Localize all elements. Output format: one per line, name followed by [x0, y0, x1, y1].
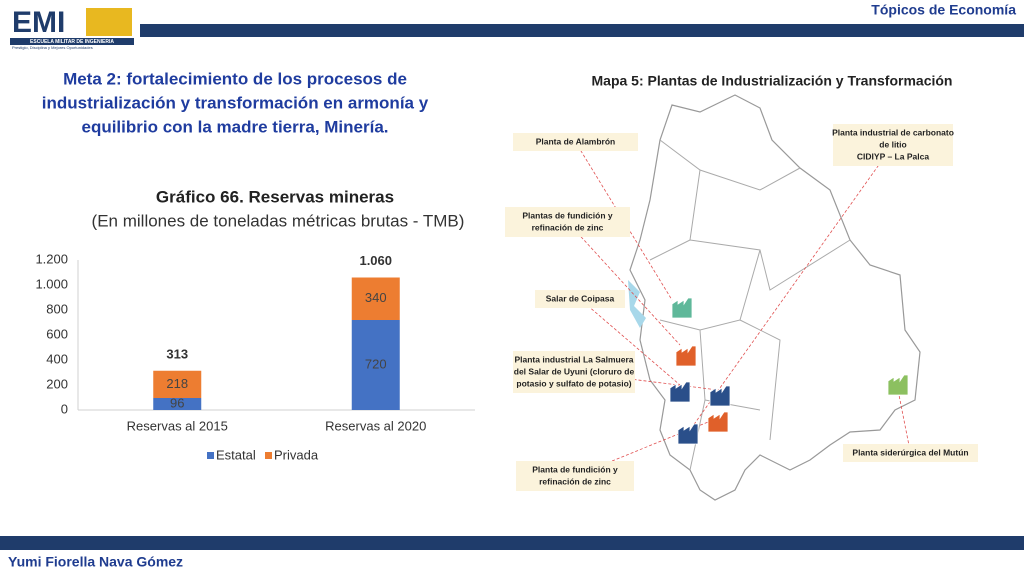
logo: EMI ESCUELA MILITAR DE INGENIERIA Presti… [8, 6, 136, 50]
logo-text: EMI [12, 6, 65, 39]
factory-icon [707, 411, 729, 433]
y-tick-label: 0 [61, 401, 68, 416]
map-label: potasio y sulfato de potasio) [516, 378, 631, 388]
leader-line [573, 371, 719, 391]
logo-motto: Prestigio, Disciplina y Mejores Oportuni… [12, 45, 93, 50]
y-tick-label: 400 [46, 351, 68, 366]
map-label-box [833, 124, 953, 166]
factory-icon [677, 423, 699, 445]
bar-segment [153, 370, 202, 398]
logo-castle [86, 8, 132, 36]
map-label-box [513, 133, 638, 151]
map-label: Planta siderúrgica del Mutún [852, 447, 968, 457]
map-label: Planta industrial de carbonato [832, 127, 954, 137]
map-label: refinación de zinc [532, 222, 604, 232]
map-label: del Salar de Uyuni (cloruro de [514, 366, 635, 376]
total-label: 1.060 [359, 253, 392, 268]
heading-line: industrialización y transformación en ar… [42, 93, 429, 112]
bar-segment [153, 398, 202, 410]
map-label-box [843, 444, 978, 462]
map-label-box [516, 461, 634, 491]
x-tick-label: Reservas al 2020 [325, 418, 426, 433]
factory-icon [709, 385, 731, 407]
map-label: Plantas de fundición y [522, 210, 612, 220]
segment-label: 340 [365, 290, 387, 305]
map-outline [629, 94, 921, 501]
y-tick-label: 800 [46, 301, 68, 316]
map-label: Planta de Alambrón [536, 136, 616, 146]
legend-label: Privada [274, 447, 319, 462]
bottom-bar [0, 536, 1024, 550]
logo-subtitle: ESCUELA MILITAR DE INGENIERIA [30, 39, 114, 45]
chart: 0 200 400 600 800 1.000 1.200 96 218 313 Reservas … [35, 251, 475, 462]
map-title: Mapa 5: Plantas de Industrialización y T… [592, 73, 953, 89]
leader-line [897, 389, 911, 454]
chart-subtitle: (En millones de toneladas métricas bruta… [92, 211, 465, 230]
map-label: Salar de Coipasa [546, 293, 615, 303]
topic: Tópicos de Economía [871, 2, 1016, 18]
y-tick-label: 1.200 [35, 251, 68, 266]
heading-line: equilibrio con la madre tierra, Minería. [81, 117, 388, 136]
total-label: 313 [166, 346, 188, 361]
bar-segment [351, 277, 400, 320]
factory-icon [669, 381, 691, 403]
map-label-box [505, 207, 630, 237]
legend-swatch [265, 452, 272, 459]
logo-band [10, 38, 134, 45]
segment-label: 96 [170, 395, 184, 410]
factory-icon [675, 345, 697, 367]
author: Yumi Fiorella Nava Gómez [8, 554, 183, 570]
department-borders [649, 139, 851, 471]
bar-segment [351, 320, 400, 410]
map-label: Planta de fundición y [532, 464, 618, 474]
legend-label: Estatal [216, 447, 256, 462]
salar [628, 280, 646, 328]
segment-label: 218 [166, 376, 188, 391]
top-bar [140, 24, 1024, 37]
chart-title: Gráfico 66. Reservas mineras [156, 187, 394, 206]
y-tick-label: 600 [46, 326, 68, 341]
map-label: de litio [879, 139, 906, 149]
leader-line [567, 221, 681, 346]
map-label-box [535, 290, 625, 308]
leader-line [689, 144, 894, 431]
factory-icon [887, 374, 909, 396]
segment-label: 720 [365, 356, 387, 371]
map-labels: Planta de Alambrón Plantas de fundición y… [505, 124, 978, 491]
map-label-box [513, 351, 635, 393]
factory-icon [671, 297, 693, 319]
y-tick-label: 200 [46, 376, 68, 391]
map [628, 94, 921, 501]
legend-swatch [207, 452, 214, 459]
leader-line [579, 298, 681, 386]
x-tick-label: Reservas al 2015 [127, 418, 228, 433]
map-label: CIDIYP – La Palca [857, 151, 929, 161]
heading-line: Meta 2: fortalecimiento de los procesos … [63, 69, 407, 88]
map-label: refinación de zinc [539, 476, 611, 486]
map-label: Planta industrial La Salmuera [514, 354, 633, 364]
y-tick-label: 1.000 [35, 276, 68, 291]
